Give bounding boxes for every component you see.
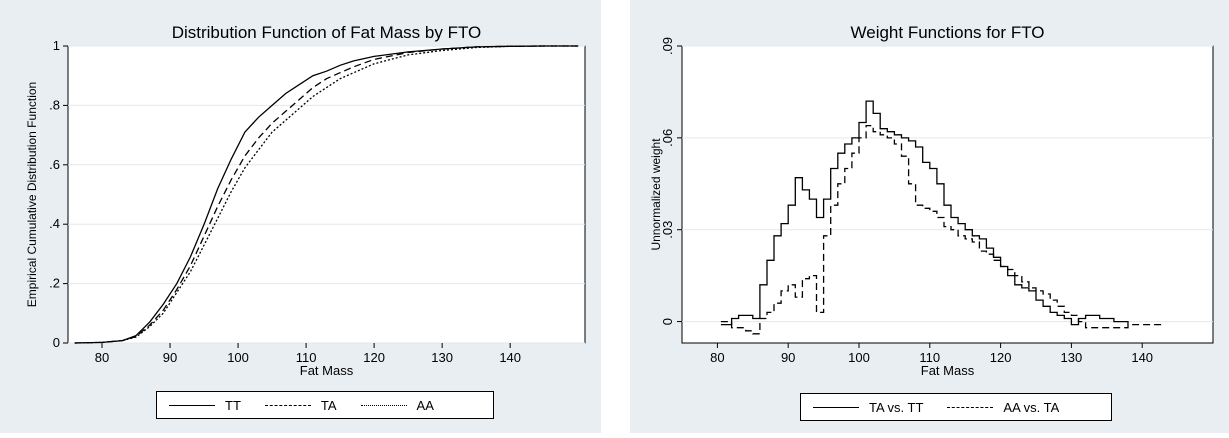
x-axis-label: Fat Mass <box>300 363 354 378</box>
y-tick-label: .06 <box>660 129 675 147</box>
x-tick-label: 100 <box>848 350 870 365</box>
x-tick-label: 140 <box>1131 350 1153 365</box>
x-tick-label: 130 <box>1061 350 1083 365</box>
y-tick-label: 1 <box>53 38 60 53</box>
legend-line-dashed <box>947 406 994 408</box>
legend-label-tt: TT <box>225 397 241 413</box>
plot-area <box>67 45 586 344</box>
y-axis-label: Empirical Cumulative Distribution Functi… <box>25 82 39 307</box>
chart-title: Weight Functions for FTO <box>851 23 1045 42</box>
series-line-aa-vs-ta <box>720 124 1164 335</box>
x-tick-label: 130 <box>431 350 453 365</box>
y-tick-label: .2 <box>49 276 60 291</box>
chart-panel-right: Weight Functions for FTO 0 .03 .06 .09 80 90 10… <box>630 0 1229 433</box>
series-line-ta-vs-tt <box>720 100 1129 326</box>
legend-item-ta: TA <box>264 397 337 413</box>
series-line-ta <box>74 45 579 344</box>
legend-line-solid <box>169 404 215 406</box>
legend-label-ta: TA <box>320 397 337 413</box>
x-tick-label: 90 <box>781 350 795 365</box>
y-axis-label: Unnormalized weight <box>649 138 663 251</box>
legend-left: TT TA AA <box>156 391 494 419</box>
y-tick-label: .03 <box>660 221 675 239</box>
legend-label-ta-vs-tt: TA vs. TT <box>869 399 924 415</box>
x-tick-label: 120 <box>990 350 1012 365</box>
x-tick-label: 80 <box>95 350 109 365</box>
x-tick-label: 140 <box>499 350 521 365</box>
legend-line-solid <box>813 406 859 408</box>
y-tick-label: .6 <box>49 157 60 172</box>
x-tick-label: 110 <box>296 350 317 365</box>
x-tick-label: 80 <box>710 350 724 365</box>
plot-area <box>681 45 1214 344</box>
x-axis-label: Fat Mass <box>921 363 975 378</box>
x-tick-label: 100 <box>227 350 249 365</box>
y-tick-label: .4 <box>49 216 60 231</box>
legend-line-dotted <box>360 404 407 406</box>
weight-chart: Weight Functions for FTO 0 .03 .06 .09 80 90 10… <box>649 23 1214 378</box>
series-line-aa <box>74 45 579 344</box>
y-tick-label: .8 <box>49 97 60 112</box>
legend-item-tt: TT <box>169 398 241 413</box>
x-tick-label: 90 <box>163 350 177 365</box>
x-tick-label: 110 <box>919 350 940 365</box>
cdf-chart: Distribution Function of Fat Mass by FTO… <box>25 23 586 378</box>
y-tick-label: 0 <box>53 335 60 350</box>
legend-line-dashed <box>264 404 311 406</box>
legend-item-aa: AA <box>360 397 434 413</box>
y-tick-label: .09 <box>660 37 675 55</box>
y-tick-label: 0 <box>660 318 675 325</box>
legend-label-aa: AA <box>416 397 434 413</box>
chart-panel-left: Distribution Function of Fat Mass by FTO… <box>0 0 601 433</box>
x-tick-label: 120 <box>363 350 385 365</box>
legend-item-ta-vs-tt: TA vs. TT <box>813 400 923 415</box>
chart-title: Distribution Function of Fat Mass by FTO <box>172 23 482 42</box>
legend-right: TA vs. TT AA vs. TA <box>800 393 1112 421</box>
legend-item-aa-vs-ta: AA vs. TA <box>947 400 1059 415</box>
legend-label-aa-vs-ta: AA vs. TA <box>1003 399 1060 415</box>
